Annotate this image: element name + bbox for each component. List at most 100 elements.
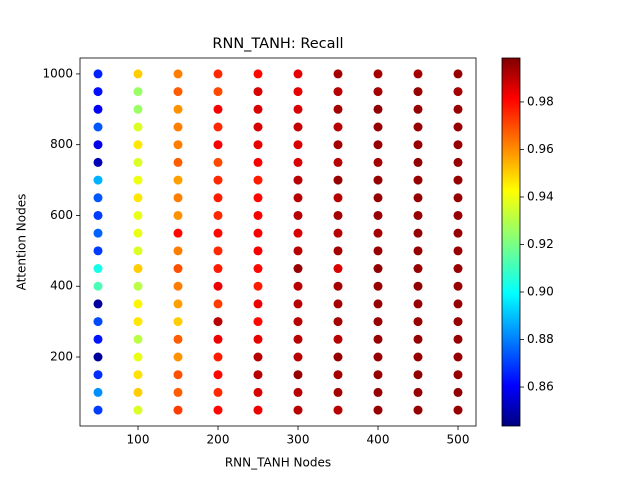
point [213, 281, 223, 291]
point [173, 157, 183, 167]
point [133, 228, 143, 238]
point [213, 264, 223, 274]
point [133, 175, 143, 185]
point [93, 87, 103, 97]
point [93, 69, 103, 79]
point [213, 140, 223, 150]
point [293, 317, 303, 327]
point [253, 140, 263, 150]
colorbar-tick-label: 0.90 [527, 285, 554, 299]
point [333, 228, 343, 238]
point [293, 281, 303, 291]
point [253, 210, 263, 220]
point [293, 228, 303, 238]
point [333, 317, 343, 327]
point [293, 405, 303, 415]
point [173, 175, 183, 185]
point [293, 370, 303, 380]
point [213, 87, 223, 97]
point [213, 299, 223, 309]
point [413, 157, 423, 167]
x-tick-label: 500 [447, 433, 470, 447]
x-tick-label: 200 [207, 433, 230, 447]
point [173, 69, 183, 79]
point [373, 175, 383, 185]
point [253, 228, 263, 238]
point [373, 228, 383, 238]
point [293, 210, 303, 220]
point [213, 352, 223, 362]
point [413, 69, 423, 79]
point [453, 69, 463, 79]
point [293, 157, 303, 167]
point [253, 69, 263, 79]
point [373, 370, 383, 380]
point [93, 210, 103, 220]
point [93, 299, 103, 309]
point [293, 246, 303, 256]
point [253, 157, 263, 167]
point [373, 210, 383, 220]
point [333, 140, 343, 150]
point [213, 193, 223, 203]
point [253, 317, 263, 327]
point [453, 281, 463, 291]
point [293, 387, 303, 397]
plot-frame [79, 57, 477, 427]
point [333, 352, 343, 362]
point [413, 405, 423, 415]
point [253, 104, 263, 114]
point [93, 317, 103, 327]
point [373, 317, 383, 327]
point [173, 317, 183, 327]
colorbar-tick-label: 0.92 [527, 237, 554, 251]
y-tick-label: 400 [50, 279, 73, 293]
point [173, 387, 183, 397]
point [93, 157, 103, 167]
point [173, 352, 183, 362]
point [413, 370, 423, 380]
point [333, 122, 343, 132]
point [133, 334, 143, 344]
point [333, 193, 343, 203]
point [173, 87, 183, 97]
point [373, 281, 383, 291]
point [413, 264, 423, 274]
point [213, 157, 223, 167]
point [253, 246, 263, 256]
point [133, 87, 143, 97]
point [293, 299, 303, 309]
point [133, 299, 143, 309]
point [253, 334, 263, 344]
point [173, 281, 183, 291]
point [213, 210, 223, 220]
point [133, 352, 143, 362]
point [133, 246, 143, 256]
point [93, 387, 103, 397]
point [253, 193, 263, 203]
point [253, 87, 263, 97]
point [333, 405, 343, 415]
point [213, 246, 223, 256]
colorbar-tick-label: 0.98 [527, 94, 554, 108]
point [453, 157, 463, 167]
point [133, 193, 143, 203]
point [93, 370, 103, 380]
point [133, 69, 143, 79]
point [293, 334, 303, 344]
point [213, 387, 223, 397]
colorbar-tick-label: 0.86 [527, 380, 554, 394]
point [293, 87, 303, 97]
point [133, 370, 143, 380]
point [453, 352, 463, 362]
point [453, 264, 463, 274]
point [373, 405, 383, 415]
point [133, 264, 143, 274]
y-axis-label: Attention Nodes [15, 194, 29, 291]
point [373, 122, 383, 132]
point [373, 193, 383, 203]
point [173, 264, 183, 274]
point [93, 264, 103, 274]
point [413, 317, 423, 327]
